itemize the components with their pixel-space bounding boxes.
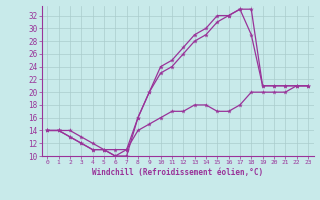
X-axis label: Windchill (Refroidissement éolien,°C): Windchill (Refroidissement éolien,°C) [92, 168, 263, 177]
